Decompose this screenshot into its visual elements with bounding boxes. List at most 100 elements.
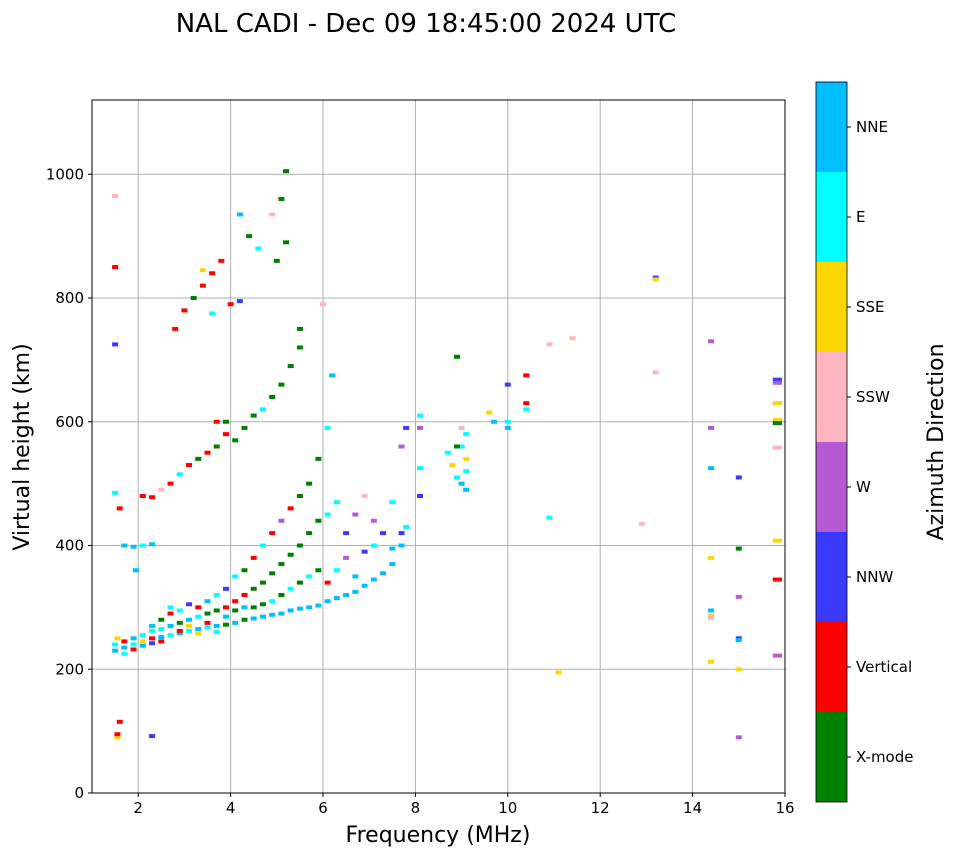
data-point-e [139,633,146,638]
colorbar-tick-label: NNW [856,568,893,586]
chart-title: NAL CADI - Dec 09 18:45:00 2024 UTC [176,9,676,39]
data-point-nne [158,635,165,640]
data-point-x-mode [296,345,303,350]
y-axis-label: Virtual height (km) [10,343,35,550]
data-point-vertical [227,302,234,307]
data-point-x-mode [176,620,183,625]
x-tick-label: 2 [133,799,143,817]
data-point-x-mode [453,354,460,359]
data-point-nnw [112,342,119,347]
data-point-x-mode [287,364,294,369]
data-point-vertical [116,506,123,511]
data-points [112,169,782,740]
data-point-w [708,425,715,430]
data-point-x-mode [213,608,220,613]
data-point-ssw [269,212,276,217]
data-point-x-mode [735,546,742,551]
data-point-e [112,642,119,647]
data-point-x-mode [269,571,276,576]
data-point-e [255,246,262,251]
data-point-nnw [186,602,193,607]
data-point-nne [250,616,257,621]
data-point-nne [296,606,303,611]
data-point-nne [463,487,470,492]
data-point-nne [343,593,350,597]
data-point-e [417,413,424,418]
data-point-nne [389,546,396,551]
data-point-sse [449,463,456,468]
data-point-e [167,633,174,638]
data-point-e [458,444,465,449]
x-tick-label: 14 [683,799,702,817]
data-point-vertical [112,265,119,270]
data-point-nne [195,627,202,632]
data-point-sse [114,735,121,740]
colorbar-tick-label: W [856,478,871,496]
data-point-nne [458,481,465,486]
colorbar: X-mode Vertical NNW W SSW SSE E NNE [815,81,913,803]
data-point-vertical [181,308,188,313]
data-point-x-mode [241,425,248,430]
colorbar-label: Azimuth Direction [924,343,949,540]
data-point-vertical [149,495,156,500]
data-point-nne [269,612,276,617]
data-point-nne [735,638,742,643]
grid-lines [92,100,786,794]
data-point-e [139,543,146,548]
data-point-vertical [232,599,239,604]
x-tick-label: 8 [411,799,421,817]
data-point-e [213,593,220,597]
data-point-nnw [504,382,511,387]
data-point-vertical [287,506,294,511]
data-point-nne [149,542,156,547]
data-point-vertical [186,463,193,468]
y-tick-label: 400 [55,537,84,555]
data-point-sse [463,456,470,461]
data-point-nne [398,543,405,548]
data-point-vertical [121,639,128,644]
data-point-w [370,518,377,523]
data-point-e [232,574,239,579]
data-point-x-mode [222,622,229,627]
plot-frame [91,99,786,794]
x-axis-label: Frequency (MHz) [346,823,531,848]
data-point-vertical [172,326,179,331]
data-point-nnw [417,494,424,498]
data-point-ssw [652,370,659,375]
data-point-nne [236,212,243,217]
data-point-nne [324,599,331,604]
data-point-x-mode [296,494,303,498]
data-point-e [504,419,511,424]
y-tick-label: 200 [55,660,84,678]
x-tick-label: 16 [775,799,794,817]
data-point-nne [130,544,137,549]
data-point-e [209,311,216,316]
colorbar-tick-label: E [856,208,865,226]
colorbar-segment [816,352,847,442]
data-point-nnw [398,531,405,536]
data-point-x-mode [306,531,313,536]
data-point-nne [352,589,359,594]
data-point-e [546,515,553,520]
data-point-x-mode [195,456,202,461]
data-point-vertical [222,605,229,610]
data-point-x-mode [269,395,276,399]
data-point-e [186,628,193,633]
colorbar-segment [816,532,847,622]
data-point-e [324,425,331,430]
data-point-nne [708,608,715,613]
data-point-vertical [167,611,174,616]
y-tick-label: 800 [55,289,84,307]
data-point-x-mode [278,562,285,567]
data-point-x-mode [241,568,248,573]
data-point-x-mode [204,611,211,616]
data-point-nne [278,611,285,616]
data-point-w [735,735,742,740]
data-point-nne [213,623,220,628]
data-point-ssw [112,193,119,198]
data-point-nne [389,562,396,567]
data-point-e [259,543,266,548]
data-point-x-mode [259,602,266,607]
data-point-nnw [361,549,368,554]
data-point-sse [735,667,742,672]
